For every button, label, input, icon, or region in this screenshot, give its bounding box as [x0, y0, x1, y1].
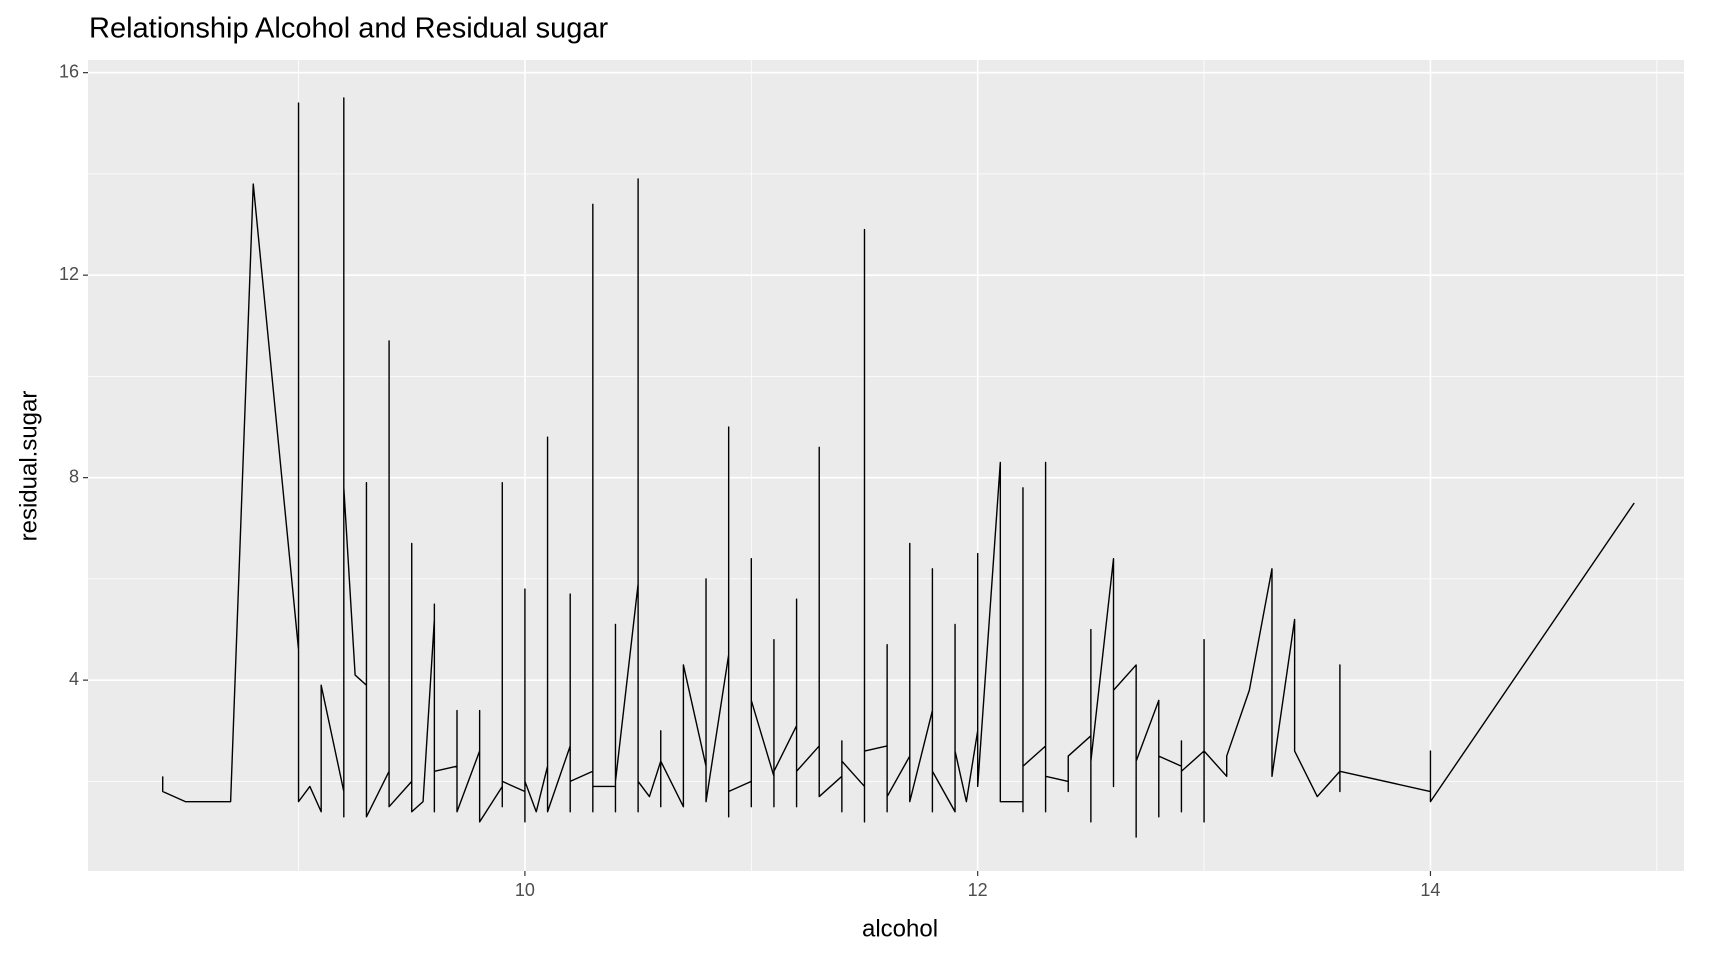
x-axis-title: alcohol	[862, 915, 938, 942]
y-tick-label: 4	[69, 669, 79, 689]
y-tick-label: 8	[69, 466, 79, 486]
data-line	[162, 97, 1635, 838]
y-axis-title: residual.sugar	[15, 391, 42, 542]
x-tick-label: 12	[968, 880, 988, 900]
y-tick-label: 16	[59, 61, 79, 81]
x-tick-label: 10	[515, 880, 535, 900]
chart-title: Relationship Alcohol and Residual sugar	[89, 13, 608, 45]
y-tick-label: 12	[59, 264, 79, 284]
plot-panel	[88, 60, 1684, 871]
x-tick-label: 14	[1420, 880, 1440, 900]
